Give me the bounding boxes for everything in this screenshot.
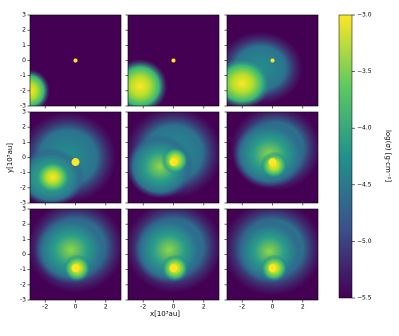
y-tick-label: 1 [22,42,26,49]
panel [227,15,318,106]
x-tick-label: -2 [140,304,146,311]
panel [128,15,219,106]
colorbar-tick-label: −3.5 [357,68,372,75]
x-axis-label: x[10³au] [150,310,180,318]
companion [169,264,178,273]
y-axis-label: y[10³au] [6,143,14,173]
colorbar-tick-label: −3.0 [357,12,372,19]
panel [128,112,219,203]
density-blob [34,160,71,194]
y-tick-label: 0 [22,251,26,258]
companion [268,264,277,273]
y-tick-label: 0 [22,154,26,161]
colorbar-label: log(σ) [g·cm⁻²] [384,130,392,182]
y-tick-label: -2 [20,281,26,288]
panel [30,112,121,203]
companion [270,58,275,63]
panel [30,15,121,106]
companion [268,158,277,167]
y-tick-label: 2 [22,124,26,131]
companion [71,264,80,273]
y-tick-label: -2 [20,87,26,94]
companion [73,58,78,63]
x-tick-label: 0 [74,304,78,311]
x-tick-label: 0 [271,304,275,311]
panel [30,209,121,300]
panel [227,112,318,203]
y-tick-label: 2 [22,27,26,34]
y-tick-label: 0 [22,57,26,64]
y-tick-label: -3 [20,200,26,207]
colorbar-tick-label: −5.5 [357,295,372,302]
x-tick-label: 2 [301,304,305,311]
x-tick-label: 2 [202,304,206,311]
y-tick-label: 3 [22,109,26,116]
x-tick-label: -2 [239,304,245,311]
y-tick-label: 1 [22,236,26,243]
panel [227,209,318,300]
x-tick-label: 0 [172,304,176,311]
y-tick-label: -1 [20,266,26,273]
y-tick-label: -3 [20,103,26,110]
y-tick-label: 3 [22,206,26,213]
y-tick-label: -1 [20,169,26,176]
y-tick-label: 1 [22,139,26,146]
density-blob [30,69,50,106]
colorbar [338,14,353,299]
y-tick-label: 3 [22,12,26,19]
density-blob [128,58,168,106]
density-blob [227,57,271,106]
colorbar-tick-label: −5.0 [357,238,372,245]
y-tick-label: 2 [22,221,26,228]
colorbar-tick-label: −4.0 [357,125,372,132]
companion [171,58,176,63]
companion [71,158,80,167]
y-tick-label: -2 [20,184,26,191]
colorbar-tick-label: −4.5 [357,181,372,188]
companion [169,158,178,167]
panel [128,209,219,300]
y-tick-label: -3 [20,297,26,304]
x-tick-label: 2 [104,304,108,311]
y-tick-label: -1 [20,72,26,79]
x-tick-label: -2 [42,304,48,311]
